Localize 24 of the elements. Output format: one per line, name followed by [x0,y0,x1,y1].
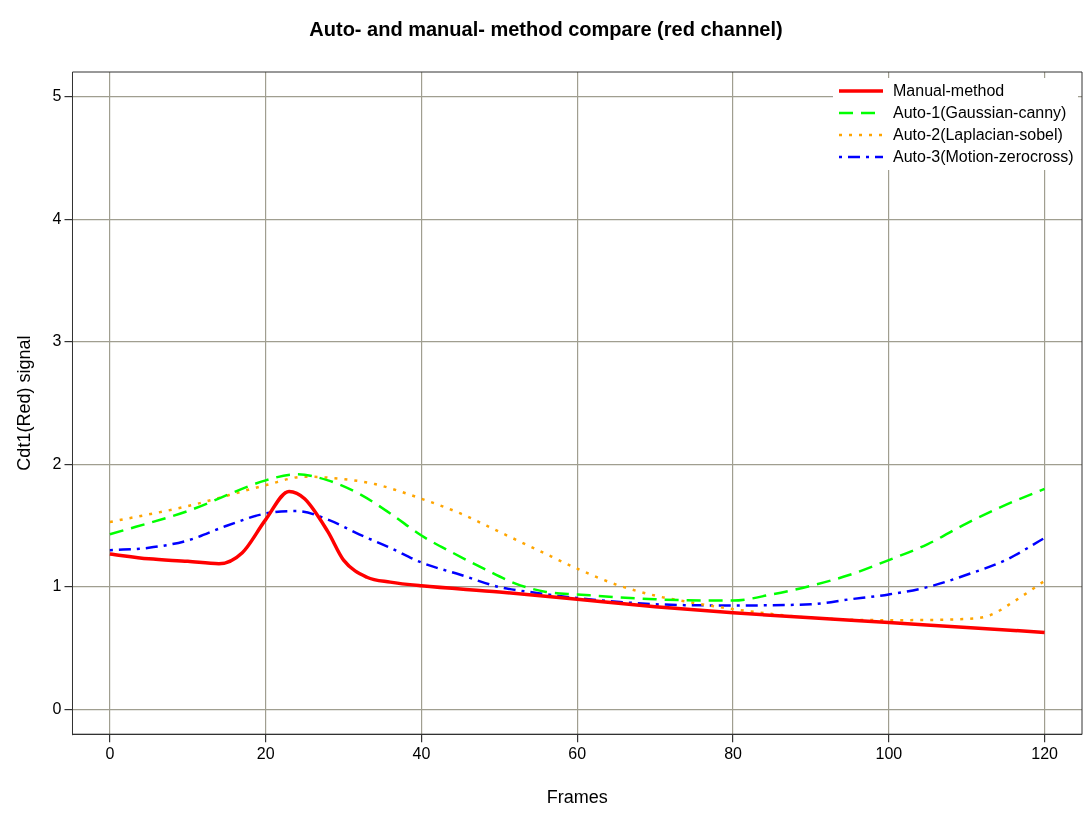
legend-label: Auto-1(Gaussian-canny) [893,103,1067,123]
x-tick-label: 0 [105,745,115,763]
line-series [108,489,1047,635]
y-tick-label: 3 [52,332,62,350]
y-tick-label: 1 [52,577,62,595]
chart-title: Auto- and manual- method compare (red channel) [309,17,783,40]
line-series [108,472,1046,602]
y-tick-label: 2 [52,454,62,472]
y-tick-label: 0 [52,700,62,718]
x-tick-label: 40 [412,745,431,763]
legend-label: Auto-3(Motion-zerocross) [893,147,1074,167]
y-tick-label: 4 [52,209,62,227]
x-tick-label: 20 [256,745,275,763]
x-tick-label: 100 [875,745,903,763]
line-series [108,475,1046,622]
legend-label: Auto-2(Laplacian-sobel) [893,125,1063,145]
y-axis-title: Cdt1(Red) signal [13,335,34,471]
y-tick-label: 5 [52,86,62,104]
x-tick-label: 80 [724,745,743,763]
x-tick-label: 120 [1031,745,1059,763]
legend-label: Manual-method [893,81,1005,101]
line-series [108,509,1046,607]
x-axis-title: Frames [546,787,608,808]
x-tick-label: 60 [568,745,587,763]
